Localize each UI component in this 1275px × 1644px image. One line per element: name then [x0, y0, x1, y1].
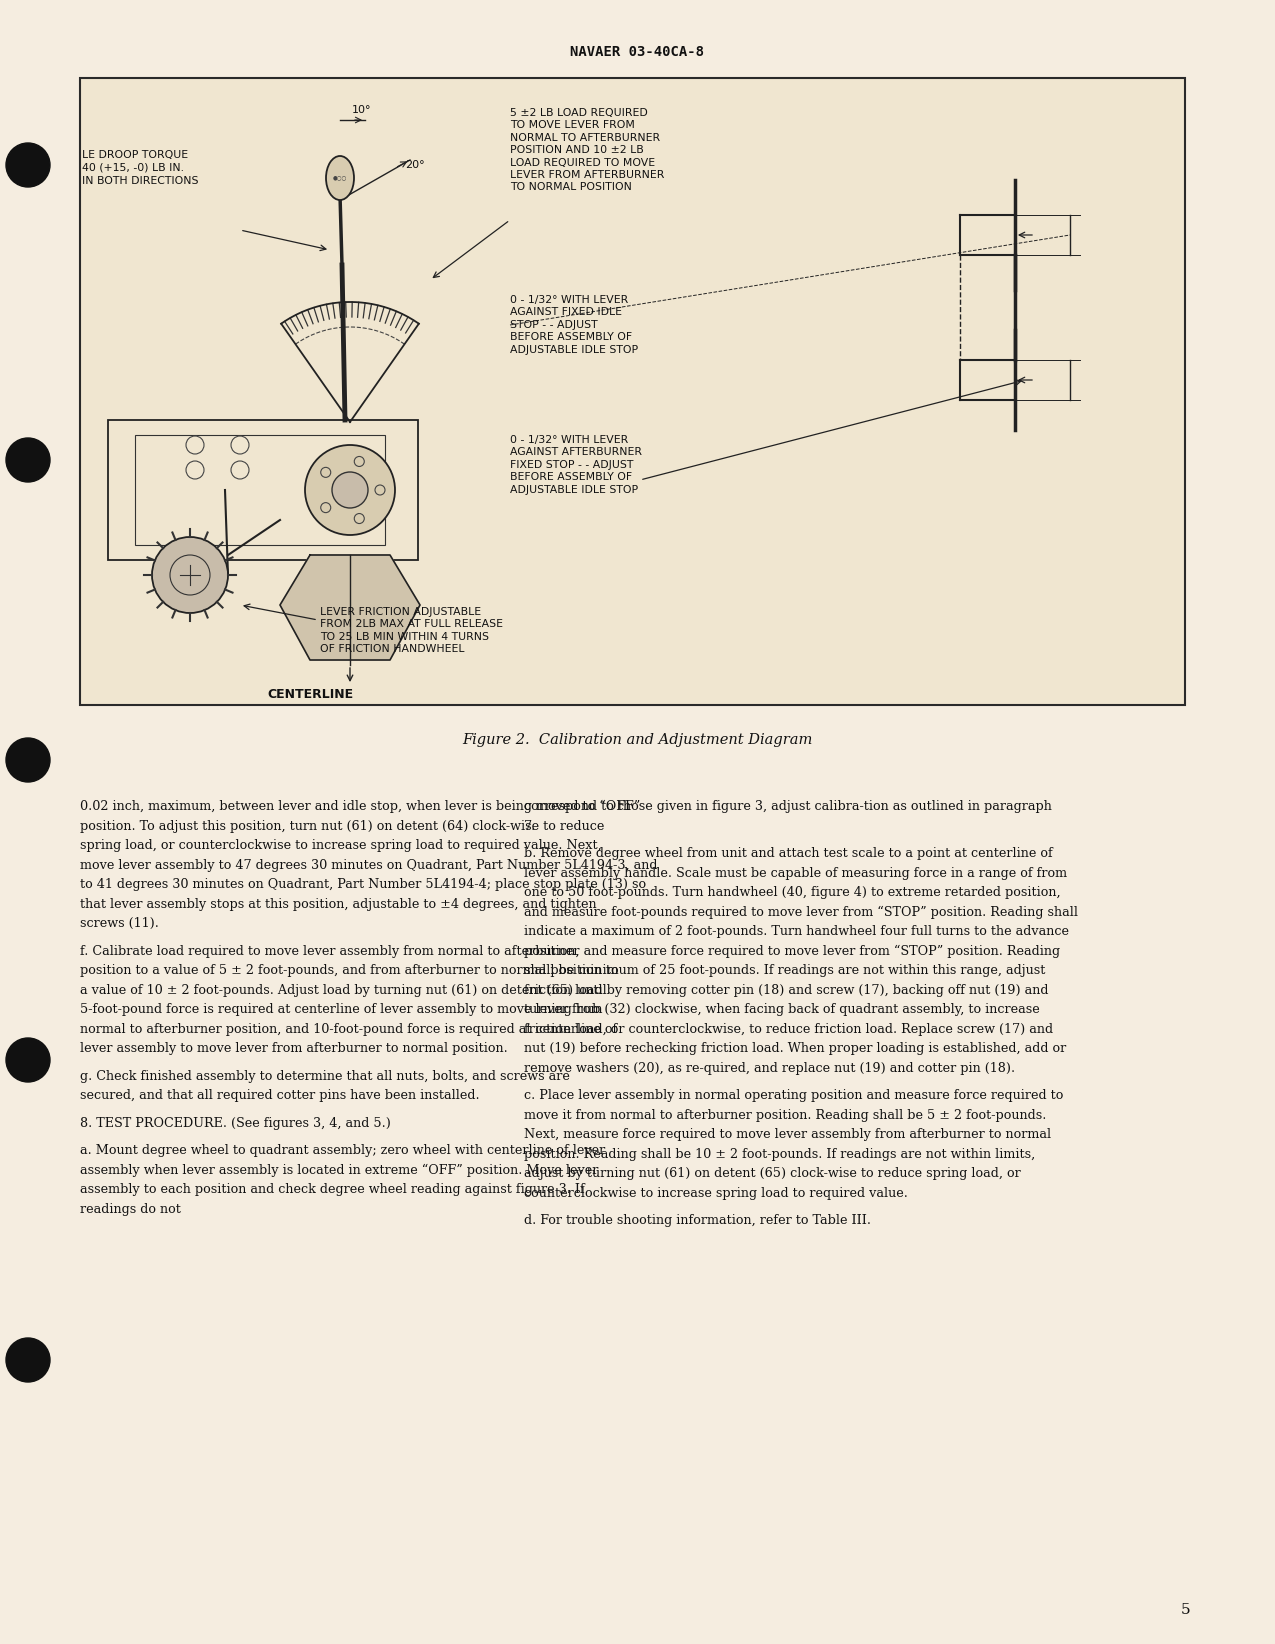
Text: LE DROOP TORQUE
40 (+15, -0) LB IN.
IN BOTH DIRECTIONS: LE DROOP TORQUE 40 (+15, -0) LB IN. IN B… [82, 150, 199, 186]
Text: 5 ±2 LB LOAD REQUIRED
TO MOVE LEVER FROM
NORMAL TO AFTERBURNER
POSITION AND 10 ±: 5 ±2 LB LOAD REQUIRED TO MOVE LEVER FROM… [510, 109, 664, 192]
Text: and measure foot-pounds required to move lever from “STOP” position. Reading sha: and measure foot-pounds required to move… [524, 906, 1077, 919]
Circle shape [152, 538, 228, 613]
Text: assembly to each position and check degree wheel reading against figure 3. If: assembly to each position and check degr… [80, 1184, 585, 1195]
Text: position. To adjust this position, turn nut (61) on detent (64) clock-wise to re: position. To adjust this position, turn … [80, 819, 604, 832]
Text: 0 - 1/32° WITH LEVER
AGAINST AFTERBURNER
FIXED STOP - - ADJUST
BEFORE ASSEMBLY O: 0 - 1/32° WITH LEVER AGAINST AFTERBURNER… [510, 436, 643, 495]
Text: move lever assembly to 47 degrees 30 minutes on Quadrant, Part Number 5L4194-3, : move lever assembly to 47 degrees 30 min… [80, 858, 658, 871]
Text: secured, and that all required cotter pins have been installed.: secured, and that all required cotter pi… [80, 1088, 479, 1101]
Polygon shape [280, 556, 419, 659]
Text: to 41 degrees 30 minutes on Quadrant, Part Number 5L4194-4; place stop plate (13: to 41 degrees 30 minutes on Quadrant, Pa… [80, 878, 646, 891]
Text: spring load, or counterclockwise to increase spring load to required value. Next: spring load, or counterclockwise to incr… [80, 838, 602, 852]
Text: 0.02 inch, maximum, between lever and idle stop, when lever is being moved to “O: 0.02 inch, maximum, between lever and id… [80, 801, 640, 814]
Text: 20°: 20° [405, 159, 425, 169]
Text: 0 - 1/32° WITH LEVER
AGAINST FIXED IDLE
STOP - - ADJUST
BEFORE ASSEMBLY OF
ADJUS: 0 - 1/32° WITH LEVER AGAINST FIXED IDLE … [510, 294, 638, 355]
Text: move it from normal to afterburner position. Reading shall be 5 ± 2 foot-pounds.: move it from normal to afterburner posit… [524, 1108, 1047, 1121]
Text: a value of 10 ± 2 foot-pounds. Adjust load by turning nut (61) on detent (65) un: a value of 10 ± 2 foot-pounds. Adjust lo… [80, 983, 607, 996]
Text: a. Mount degree wheel to quadrant assembly; zero wheel with centerline of lever: a. Mount degree wheel to quadrant assemb… [80, 1144, 606, 1157]
Text: readings do not: readings do not [80, 1202, 181, 1215]
Text: 8. TEST PROCEDURE. (See figures 3, 4, and 5.): 8. TEST PROCEDURE. (See figures 3, 4, an… [80, 1116, 391, 1129]
Text: correspond to those given in figure 3, adjust calibra-tion as outlined in paragr: correspond to those given in figure 3, a… [524, 801, 1052, 814]
Text: b. Remove degree wheel from unit and attach test scale to a point at centerline : b. Remove degree wheel from unit and att… [524, 847, 1053, 860]
Text: Figure 2.  Calibration and Adjustment Diagram: Figure 2. Calibration and Adjustment Dia… [463, 733, 812, 746]
Bar [108, 419, 418, 561]
Text: Next, measure force required to move lever assembly from afterburner to normal: Next, measure force required to move lev… [524, 1128, 1051, 1141]
Text: 10°: 10° [352, 105, 371, 115]
Text: ●○○: ●○○ [333, 176, 347, 181]
Text: 7.: 7. [524, 819, 537, 832]
Circle shape [6, 437, 50, 482]
Text: position to a value of 5 ± 2 foot-pounds, and from afterburner to normal positio: position to a value of 5 ± 2 foot-pounds… [80, 963, 618, 977]
Text: lever assembly to move lever from afterburner to normal position.: lever assembly to move lever from afterb… [80, 1042, 507, 1055]
Text: that lever assembly stops at this position, adjustable to ±4 degrees, and tighte: that lever assembly stops at this positi… [80, 898, 597, 911]
Text: turning hub (32) clockwise, when facing back of quadrant assembly, to increase: turning hub (32) clockwise, when facing … [524, 1003, 1039, 1016]
Text: assembly when lever assembly is located in extreme “OFF” position. Move lever: assembly when lever assembly is located … [80, 1164, 598, 1177]
Text: CENTERLINE: CENTERLINE [266, 687, 353, 700]
Text: screws (11).: screws (11). [80, 917, 159, 931]
Text: shall be minimum of 25 foot-pounds. If readings are not within this range, adjus: shall be minimum of 25 foot-pounds. If r… [524, 963, 1046, 977]
Text: LEVER FRICTION ADJUSTABLE
FROM 2LB MAX AT FULL RELEASE
TO 25 LB MIN WITHIN 4 TUR: LEVER FRICTION ADJUSTABLE FROM 2LB MAX A… [320, 607, 504, 654]
Text: c. Place lever assembly in normal operating position and measure force required : c. Place lever assembly in normal operat… [524, 1088, 1063, 1101]
Text: nut (19) before rechecking friction load. When proper loading is established, ad: nut (19) before rechecking friction load… [524, 1042, 1066, 1055]
Text: friction load by removing cotter pin (18) and screw (17), backing off nut (19) a: friction load by removing cotter pin (18… [524, 983, 1048, 996]
Circle shape [6, 143, 50, 187]
Circle shape [305, 446, 395, 534]
Circle shape [332, 472, 368, 508]
Text: 5: 5 [1181, 1603, 1190, 1618]
Text: remove washers (20), as re-quired, and replace nut (19) and cotter pin (18).: remove washers (20), as re-quired, and r… [524, 1062, 1015, 1075]
Text: NAVAER 03-40CA-8: NAVAER 03-40CA-8 [570, 44, 705, 59]
Text: g. Check finished assembly to determine that all nuts, bolts, and screws are: g. Check finished assembly to determine … [80, 1070, 570, 1082]
Bar [80, 77, 1184, 705]
Text: 5-foot-pound force is required at centerline of lever assembly to move lever fro: 5-foot-pound force is required at center… [80, 1003, 603, 1016]
Text: one to 50 foot-pounds. Turn handwheel (40, figure 4) to extreme retarded positio: one to 50 foot-pounds. Turn handwheel (4… [524, 886, 1061, 899]
Circle shape [6, 1037, 50, 1082]
Text: position. Reading shall be 10 ± 2 foot-pounds. If readings are not within limits: position. Reading shall be 10 ± 2 foot-p… [524, 1148, 1035, 1161]
Text: position, and measure force required to move lever from “STOP” position. Reading: position, and measure force required to … [524, 945, 1060, 958]
Text: normal to afterburner position, and 10-foot-pound force is required at centerlin: normal to afterburner position, and 10-f… [80, 1023, 617, 1036]
Ellipse shape [326, 156, 354, 201]
Text: friction load, or counterclockwise, to reduce friction load. Replace screw (17) : friction load, or counterclockwise, to r… [524, 1023, 1053, 1036]
Text: d. For trouble shooting information, refer to Table III.: d. For trouble shooting information, ref… [524, 1213, 871, 1226]
Circle shape [6, 1338, 50, 1383]
Text: counterclockwise to increase spring load to required value.: counterclockwise to increase spring load… [524, 1187, 908, 1200]
Text: lever assembly handle. Scale must be capable of measuring force in a range of fr: lever assembly handle. Scale must be cap… [524, 866, 1067, 880]
Text: indicate a maximum of 2 foot-pounds. Turn handwheel four full turns to the advan: indicate a maximum of 2 foot-pounds. Tur… [524, 926, 1068, 939]
Text: f. Calibrate load required to move lever assembly from normal to afterburner: f. Calibrate load required to move lever… [80, 945, 580, 957]
Bar [135, 436, 385, 546]
Text: adjust by turning nut (61) on detent (65) clock-wise to reduce spring load, or: adjust by turning nut (61) on detent (65… [524, 1167, 1021, 1180]
Circle shape [6, 738, 50, 783]
